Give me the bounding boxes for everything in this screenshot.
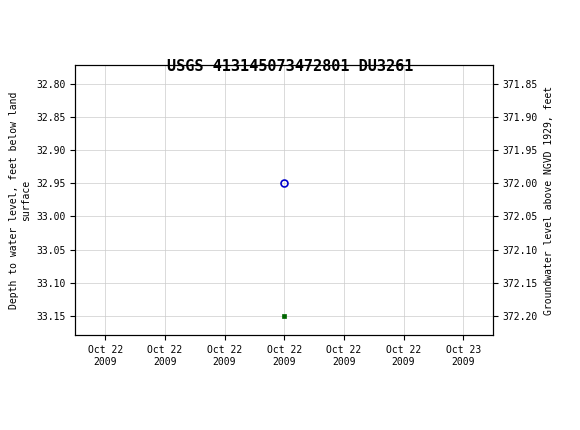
Y-axis label: Depth to water level, feet below land
surface: Depth to water level, feet below land su… bbox=[9, 91, 31, 309]
Y-axis label: Groundwater level above NGVD 1929, feet: Groundwater level above NGVD 1929, feet bbox=[543, 86, 553, 314]
Text: USGS: USGS bbox=[13, 17, 68, 35]
Text: USGS 413145073472801 DU3261: USGS 413145073472801 DU3261 bbox=[167, 59, 413, 74]
